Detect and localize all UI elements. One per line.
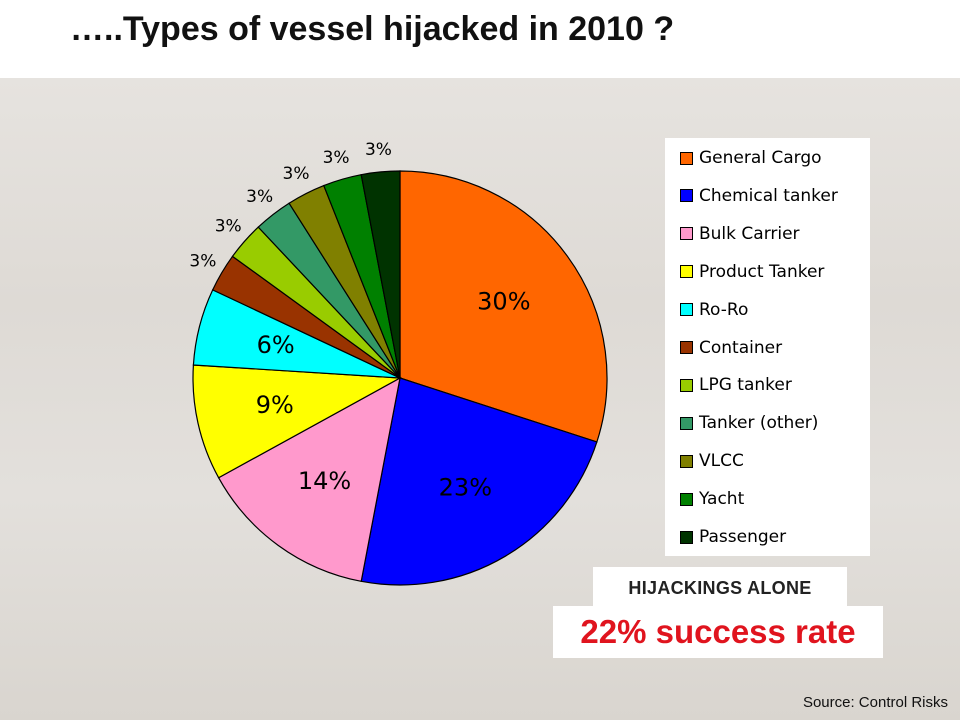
legend-swatch: [680, 151, 693, 165]
legend-swatch: [680, 378, 693, 392]
legend: [665, 138, 870, 556]
pie-slice-bulk-carrier: [217, 376, 401, 583]
slice-label: 3%: [246, 187, 273, 207]
legend-item: General Cargo: [680, 145, 822, 171]
legend-item: Passenger: [680, 524, 786, 550]
pie-slice-chemical-tanker: [360, 377, 598, 586]
legend-swatch: [680, 454, 693, 468]
pie-slice-passenger: [360, 170, 401, 379]
legend-label: Passenger: [699, 527, 787, 547]
legend-swatch: [680, 530, 693, 544]
legend-label: General Cargo: [699, 148, 822, 168]
legend-label: VLCC: [699, 451, 744, 472]
slice-label: 14%: [298, 467, 351, 495]
legend-item: Ro-Ro: [680, 297, 748, 323]
slide-title: …..Types of vessel hijacked in 2010 ?: [70, 10, 675, 48]
pie-slice-product-tanker: [192, 364, 403, 479]
source-note: Source: Control Risks: [802, 694, 948, 711]
legend-swatch: [680, 341, 693, 354]
slice-label: 3%: [365, 140, 392, 160]
legend-swatch: [680, 416, 693, 430]
legend-swatch: [680, 492, 693, 506]
slice-label: 23%: [439, 473, 492, 501]
legend-label: Ro-Ro: [699, 299, 749, 320]
legend-swatch: [680, 265, 693, 279]
legend-item: LPG tanker: [680, 372, 792, 398]
legend-item: Yacht: [680, 486, 744, 512]
hijackings-heading: HIJACKINGS ALONE: [628, 577, 812, 598]
success-rate-text: 22% success rate: [580, 613, 856, 650]
legend-swatch: [680, 189, 693, 203]
legend-item: Tanker (other): [680, 410, 818, 436]
legend-item: Bulk Carrier: [680, 221, 800, 247]
legend-item: VLCC: [680, 448, 744, 474]
slice-label: 3%: [189, 251, 216, 271]
legend-label: Bulk Carrier: [699, 223, 800, 244]
success-rate-box: 22% success rate: [553, 606, 883, 658]
legend-item: Chemical tanker: [680, 183, 838, 209]
legend-label: LPG tanker: [699, 375, 792, 396]
slice-label: 3%: [323, 148, 350, 168]
slice-label: 9%: [256, 391, 294, 419]
hijackings-box: HIJACKINGS ALONE: [593, 567, 847, 609]
legend-label: Product Tanker: [699, 261, 825, 282]
legend-label: Yacht: [699, 489, 745, 510]
slice-label: 6%: [257, 331, 295, 359]
slice-label: 3%: [283, 164, 310, 184]
slice-label: 3%: [215, 217, 242, 237]
legend-label: Container: [699, 337, 783, 358]
legend-swatch: [680, 303, 693, 317]
legend-swatch: [680, 227, 693, 241]
legend-item: Product Tanker: [680, 259, 824, 285]
pie-slice-general-cargo: [399, 170, 608, 443]
legend-label: Chemical tanker: [699, 185, 838, 206]
legend-item: Container: [680, 335, 782, 361]
legend-label: Tanker (other): [699, 413, 819, 434]
slice-label: 30%: [477, 288, 530, 316]
